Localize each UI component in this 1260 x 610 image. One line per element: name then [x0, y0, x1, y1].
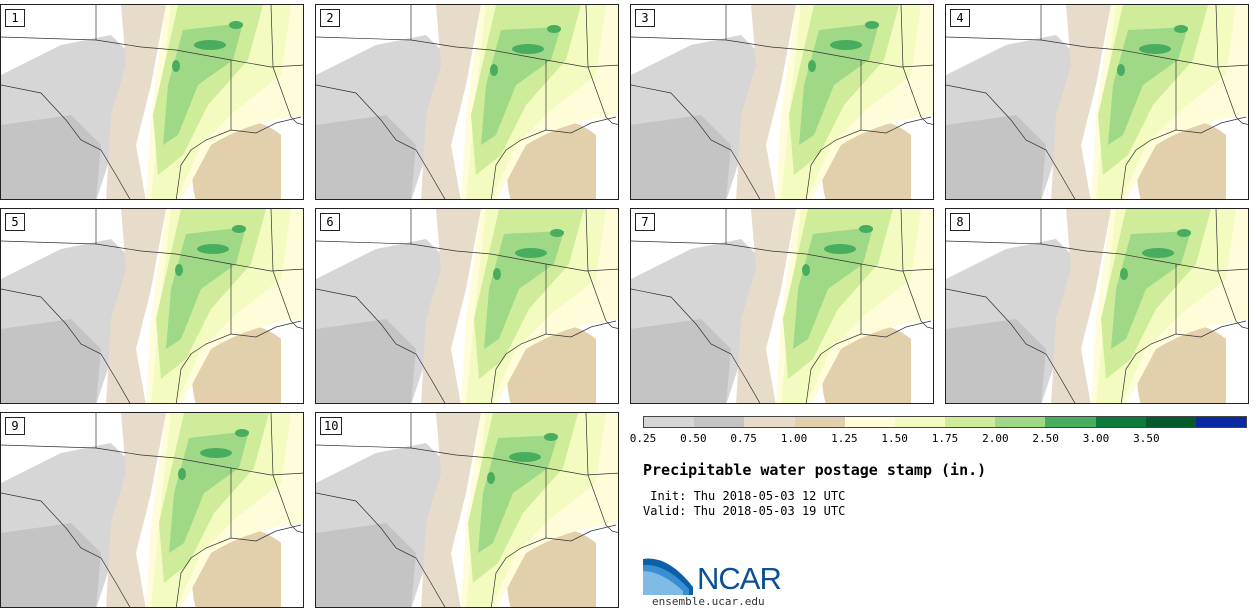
map-panel: 10	[315, 412, 619, 608]
panel-number: 6	[320, 213, 340, 231]
pw-map	[1, 413, 303, 607]
pw-map	[316, 209, 618, 403]
colorbar-bin	[945, 417, 996, 427]
colorbar-tick-label: 0.50	[680, 432, 707, 445]
colorbar-bin	[694, 417, 745, 427]
map-panel: 9	[0, 412, 304, 608]
colorbar-bin	[744, 417, 795, 427]
colorbar-bin	[995, 417, 1046, 427]
panel-number: 8	[950, 213, 970, 231]
plot-title: Precipitable water postage stamp (in.)	[643, 461, 987, 479]
pw-map	[1, 209, 303, 403]
pw-map	[946, 209, 1248, 403]
colorbar-bin	[1195, 417, 1247, 427]
panel-number: 4	[950, 9, 970, 27]
colorbar-bin	[1145, 417, 1196, 427]
map-panel: 2	[315, 4, 619, 200]
colorbar-bin	[844, 417, 895, 427]
colorbar-ticks: 0.25 0.50 0.75 1.00 1.25 1.50 1.75 2.00 2.50 3.00…	[630, 432, 1247, 446]
panel-number: 10	[320, 417, 343, 435]
colorbar-tick-label: 2.00	[982, 432, 1009, 445]
panel-number: 1	[5, 9, 25, 27]
pw-map	[316, 5, 618, 199]
map-panel: 1	[0, 4, 304, 200]
colorbar-bin	[794, 417, 845, 427]
colorbar-tick-label: 1.50	[881, 432, 908, 445]
pw-map	[631, 209, 933, 403]
ncar-logo-text: NCAR	[697, 561, 782, 596]
map-panel: 5	[0, 208, 304, 404]
map-panel: 4	[945, 4, 1249, 200]
colorbar-bin	[644, 417, 695, 427]
site-url: ensemble.ucar.edu	[652, 595, 765, 608]
colorbar-bin	[1045, 417, 1096, 427]
panel-number: 2	[320, 9, 340, 27]
map-panel: 8	[945, 208, 1249, 404]
pw-map	[1, 5, 303, 199]
ncar-logo-icon	[643, 558, 693, 595]
map-panel: 3	[630, 4, 934, 200]
colorbar-tick-label: 0.25	[629, 432, 657, 445]
pw-map	[946, 5, 1248, 199]
colorbar	[643, 416, 1247, 428]
colorbar-tick-label: 2.50	[1032, 432, 1059, 445]
colorbar-tick-label: 0.75	[730, 432, 757, 445]
colorbar-bin	[894, 417, 946, 427]
colorbar-bin	[1095, 417, 1146, 427]
panel-number: 3	[635, 9, 655, 27]
map-panel: 6	[315, 208, 619, 404]
pw-map	[631, 5, 933, 199]
colorbar-tick-label: 1.00	[780, 432, 808, 445]
init-time: Init: Thu 2018-05-03 12 UTC	[643, 489, 846, 503]
colorbar-tick-label: 3.00	[1082, 432, 1110, 445]
valid-time: Valid: Thu 2018-05-03 19 UTC	[643, 504, 846, 518]
panel-number: 9	[5, 417, 25, 435]
panel-number: 5	[5, 213, 25, 231]
colorbar-tick-label: 3.50	[1133, 432, 1160, 445]
colorbar-tick-label: 1.75	[931, 432, 959, 445]
panel-number: 7	[635, 213, 655, 231]
pw-map	[316, 413, 618, 607]
map-panel: 7	[630, 208, 934, 404]
colorbar-tick-label: 1.25	[831, 432, 858, 445]
